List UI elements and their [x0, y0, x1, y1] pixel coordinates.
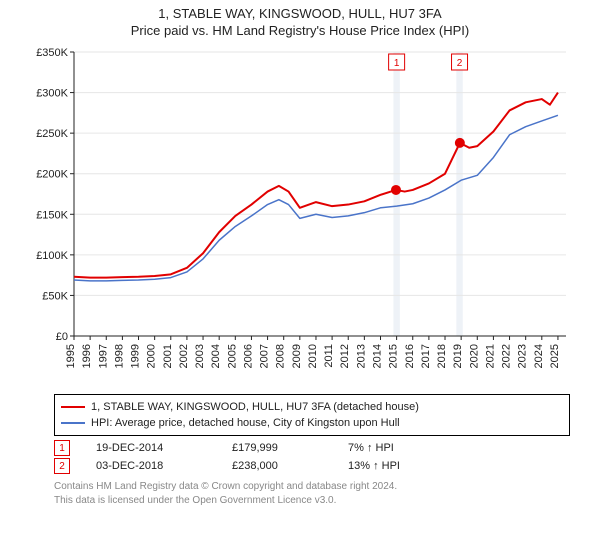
page: 1, STABLE WAY, KINGSWOOD, HULL, HU7 3FA …: [0, 0, 600, 508]
sale-delta: 13% ↑ HPI: [348, 460, 438, 472]
svg-text:2007: 2007: [259, 344, 271, 368]
svg-text:£300K: £300K: [36, 88, 68, 100]
svg-text:1995: 1995: [65, 344, 77, 368]
svg-text:2006: 2006: [242, 344, 254, 368]
sales-table: 1 19-DEC-2014 £179,999 7% ↑ HPI 2 03-DEC-2018…: [54, 440, 570, 474]
title-address: 1, STABLE WAY, KINGSWOOD, HULL, HU7 3FA: [0, 6, 600, 21]
svg-text:1997: 1997: [97, 344, 109, 368]
svg-text:2025: 2025: [549, 344, 561, 368]
svg-text:1998: 1998: [113, 344, 125, 368]
svg-text:1999: 1999: [130, 344, 142, 368]
sale-badge: 2: [54, 458, 70, 474]
svg-text:2015: 2015: [388, 344, 400, 368]
sale-price: £179,999: [232, 442, 322, 454]
svg-text:2012: 2012: [339, 344, 351, 368]
svg-text:2004: 2004: [210, 344, 222, 368]
svg-text:2009: 2009: [291, 344, 303, 368]
footer-line-2: This data is licensed under the Open Gov…: [54, 494, 570, 508]
sale-date: 19-DEC-2014: [96, 442, 206, 454]
legend-swatch: [61, 422, 85, 424]
svg-text:2023: 2023: [517, 344, 529, 368]
chart-svg: £0 £50K £100K £150K £200K £250K £300K £350K 1995…: [20, 46, 580, 386]
svg-text:£50K: £50K: [42, 290, 68, 302]
title-block: 1, STABLE WAY, KINGSWOOD, HULL, HU7 3FA …: [0, 0, 600, 40]
sale-date: 03-DEC-2018: [96, 460, 206, 472]
svg-text:2013: 2013: [355, 344, 367, 368]
sale-badge: 1: [54, 440, 70, 456]
svg-text:2021: 2021: [484, 344, 496, 368]
svg-text:2014: 2014: [371, 344, 383, 368]
svg-text:1996: 1996: [81, 344, 93, 368]
svg-text:2010: 2010: [307, 344, 319, 368]
svg-text:2016: 2016: [404, 344, 416, 368]
title-subtitle: Price paid vs. HM Land Registry's House …: [0, 23, 600, 38]
chart: £0 £50K £100K £150K £200K £250K £300K £350K 1995…: [20, 46, 580, 386]
legend-item: 1, STABLE WAY, KINGSWOOD, HULL, HU7 3FA …: [61, 399, 563, 415]
sale-price: £238,000: [232, 460, 322, 472]
footer-line-1: Contains HM Land Registry data © Crown c…: [54, 480, 570, 494]
svg-text:2: 2: [457, 58, 463, 69]
svg-text:2019: 2019: [452, 344, 464, 368]
svg-text:2017: 2017: [420, 344, 432, 368]
legend-item: HPI: Average price, detached house, City…: [61, 415, 563, 431]
sale-row: 1 19-DEC-2014 £179,999 7% ↑ HPI: [54, 440, 570, 456]
svg-text:£100K: £100K: [36, 250, 68, 262]
svg-text:£350K: £350K: [36, 47, 68, 59]
legend-swatch: [61, 406, 85, 408]
svg-text:2018: 2018: [436, 344, 448, 368]
svg-text:£250K: £250K: [36, 128, 68, 140]
svg-text:2003: 2003: [194, 344, 206, 368]
svg-text:2001: 2001: [162, 344, 174, 368]
svg-text:£0: £0: [56, 331, 68, 343]
sale-row: 2 03-DEC-2018 £238,000 13% ↑ HPI: [54, 458, 570, 474]
svg-text:2020: 2020: [468, 344, 480, 368]
svg-text:£150K: £150K: [36, 209, 68, 221]
svg-text:2005: 2005: [226, 344, 238, 368]
svg-text:2022: 2022: [501, 344, 513, 368]
sale-delta: 7% ↑ HPI: [348, 442, 438, 454]
svg-text:2000: 2000: [146, 344, 158, 368]
svg-text:1: 1: [394, 58, 400, 69]
legend: 1, STABLE WAY, KINGSWOOD, HULL, HU7 3FA …: [54, 394, 570, 436]
svg-text:2008: 2008: [275, 344, 287, 368]
svg-text:£200K: £200K: [36, 169, 68, 181]
svg-text:2002: 2002: [178, 344, 190, 368]
footer: Contains HM Land Registry data © Crown c…: [54, 480, 570, 508]
legend-label: 1, STABLE WAY, KINGSWOOD, HULL, HU7 3FA …: [91, 399, 419, 415]
legend-label: HPI: Average price, detached house, City…: [91, 415, 400, 431]
svg-text:2011: 2011: [323, 344, 335, 368]
svg-text:2024: 2024: [533, 344, 545, 368]
